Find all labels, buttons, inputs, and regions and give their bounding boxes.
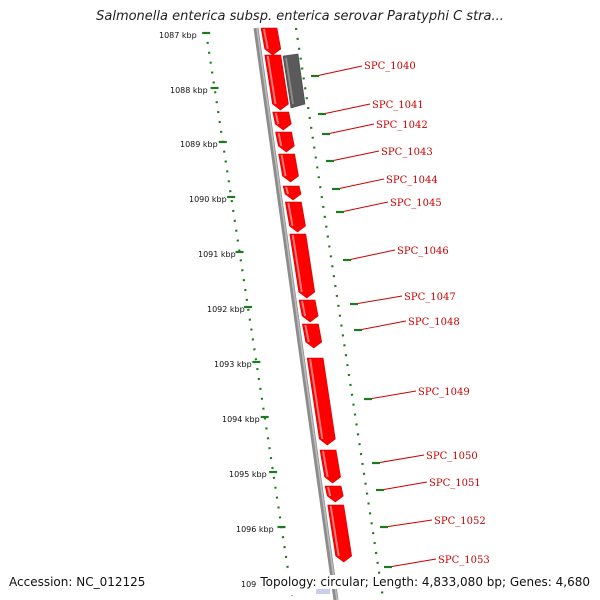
leader-line: [384, 519, 433, 528]
gene-block-shine: [274, 112, 280, 125]
gene-label[interactable]: SPC_1050: [426, 451, 478, 462]
scale-label: 1095 kbp: [229, 470, 267, 479]
leader-line: [388, 558, 437, 568]
scale-label: 1087 kbp: [159, 31, 197, 40]
leader-line: [330, 150, 380, 162]
gene-block-shine: [329, 505, 340, 557]
topology-text: Topology: circular; Length: 4,833,080 bp…: [257, 575, 590, 589]
gene-label[interactable]: SPC_1043: [381, 147, 433, 158]
leader-line: [315, 65, 363, 77]
bottom-marker: [316, 586, 330, 594]
leader-line: [340, 201, 389, 213]
reverse-gene-shine: [285, 57, 294, 105]
scale-label: 1092 kbp: [207, 305, 245, 314]
scale-label: 1089 kbp: [180, 140, 218, 149]
leader-line: [358, 320, 407, 331]
gene-block-shine: [285, 186, 290, 195]
gene-label[interactable]: SPC_1045: [390, 198, 442, 209]
genome-backbone-highlight: [256, 27, 338, 600]
leader-line: [347, 249, 396, 261]
gene-block-shine: [304, 324, 310, 343]
scale-label: 1090 kbp: [189, 195, 227, 204]
gene-block-shine: [263, 28, 269, 50]
gene-block-shine: [327, 486, 332, 497]
leader-line: [336, 178, 385, 190]
scale-label: 1096 kbp: [236, 525, 274, 534]
scale-label: 109: [241, 580, 256, 589]
gene-label[interactable]: SPC_1042: [376, 120, 428, 131]
gene-label[interactable]: SPC_1051: [429, 478, 481, 489]
leader-line: [354, 295, 403, 305]
scale-label: 1094 kbp: [222, 415, 260, 424]
gene-block-shine: [287, 202, 294, 227]
gene-label[interactable]: SPC_1048: [408, 317, 460, 328]
map-title: Salmonella enterica subsp. enterica sero…: [96, 9, 504, 24]
scale-label: 1091 kbp: [198, 250, 236, 259]
gene-block-shine: [309, 358, 324, 440]
leader-line: [368, 390, 417, 400]
gene-label[interactable]: SPC_1040: [364, 61, 416, 72]
gene-label[interactable]: SPC_1052: [434, 516, 486, 527]
gene-label[interactable]: SPC_1047: [404, 292, 456, 303]
scale-label: 1088 kbp: [170, 86, 208, 95]
genome-backbone: [253, 27, 339, 600]
gene-label[interactable]: SPC_1046: [397, 246, 449, 257]
scale-label: 1093 kbp: [214, 360, 252, 369]
gene-block-shine: [301, 300, 307, 317]
gene-label[interactable]: SPC_1049: [418, 387, 470, 398]
gene-block-shine: [322, 450, 329, 478]
leader-line: [380, 481, 428, 491]
gene-block-shine: [280, 154, 287, 177]
outer-dotted-track: [294, 27, 385, 599]
leader-line: [326, 123, 375, 135]
gene-label[interactable]: SPC_1041: [372, 100, 424, 111]
gene-features: [260, 27, 353, 563]
leader-line: [322, 103, 371, 115]
gene-label[interactable]: SPC_1053: [438, 555, 490, 566]
gene-block-shine: [277, 132, 283, 147]
gene-block-shine: [266, 55, 277, 105]
gene-label[interactable]: SPC_1044: [386, 175, 438, 186]
gene-label-leaders: [311, 65, 437, 569]
reverse-gene-block: [282, 53, 306, 109]
gene-block-shine: [291, 234, 303, 293]
leader-line: [376, 454, 425, 464]
accession-text: Accession: NC_012125: [9, 575, 146, 589]
